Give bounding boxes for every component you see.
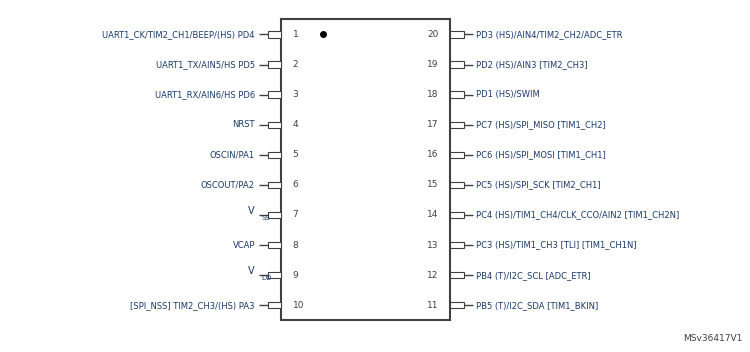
Bar <box>268 61 281 68</box>
Text: 4: 4 <box>292 120 298 129</box>
Text: V: V <box>248 266 255 276</box>
Bar <box>281 19 450 320</box>
Text: 7: 7 <box>292 210 298 220</box>
Text: UART1_RX/AIN6/HS PD6: UART1_RX/AIN6/HS PD6 <box>154 90 255 99</box>
Text: 1: 1 <box>292 30 298 39</box>
Text: UART1_CK/TIM2_CH1/BEEP/(HS) PD4: UART1_CK/TIM2_CH1/BEEP/(HS) PD4 <box>103 30 255 39</box>
Text: DD: DD <box>261 275 272 281</box>
Bar <box>450 182 464 188</box>
Bar <box>268 92 281 98</box>
Text: SS: SS <box>261 215 270 221</box>
Text: [SPI_NSS] TIM2_CH3/(HS) PA3: [SPI_NSS] TIM2_CH3/(HS) PA3 <box>130 301 255 310</box>
Bar <box>450 121 464 128</box>
Text: PD2 (HS)/AIN3 [TIM2_CH3]: PD2 (HS)/AIN3 [TIM2_CH3] <box>476 60 588 69</box>
Bar <box>268 212 281 218</box>
Bar <box>450 92 464 98</box>
Bar <box>450 212 464 218</box>
Text: PC6 (HS)/SPI_MOSI [TIM1_CH1]: PC6 (HS)/SPI_MOSI [TIM1_CH1] <box>476 150 606 159</box>
Text: 16: 16 <box>427 150 439 159</box>
Text: 17: 17 <box>427 120 439 129</box>
Text: 20: 20 <box>427 30 439 39</box>
Bar <box>450 302 464 308</box>
Bar <box>268 302 281 308</box>
Bar <box>268 242 281 248</box>
Text: 14: 14 <box>427 210 439 220</box>
Text: 8: 8 <box>292 240 298 250</box>
Text: OSCOUT/PA2: OSCOUT/PA2 <box>201 180 255 189</box>
Text: 15: 15 <box>427 180 439 189</box>
Text: 13: 13 <box>427 240 439 250</box>
Bar <box>268 152 281 158</box>
Text: 18: 18 <box>427 90 439 99</box>
Text: 2: 2 <box>292 60 298 69</box>
Bar <box>268 31 281 38</box>
Text: PB4 (T)/I2C_SCL [ADC_ETR]: PB4 (T)/I2C_SCL [ADC_ETR] <box>476 271 591 280</box>
Bar <box>450 61 464 68</box>
Bar <box>268 272 281 278</box>
Text: 9: 9 <box>292 271 298 280</box>
Text: PB5 (T)/I2C_SDA [TIM1_BKIN]: PB5 (T)/I2C_SDA [TIM1_BKIN] <box>476 301 598 310</box>
Text: PD1 (HS)/SWIM: PD1 (HS)/SWIM <box>476 90 540 99</box>
Text: MSv36417V1: MSv36417V1 <box>683 334 742 344</box>
Bar <box>268 121 281 128</box>
Text: PC5 (HS)/SPI_SCK [TIM2_CH1]: PC5 (HS)/SPI_SCK [TIM2_CH1] <box>476 180 601 189</box>
Text: 3: 3 <box>292 90 298 99</box>
Bar <box>450 242 464 248</box>
Text: 11: 11 <box>427 301 439 310</box>
Bar <box>268 182 281 188</box>
Text: OSCIN/PA1: OSCIN/PA1 <box>210 150 255 159</box>
Text: 10: 10 <box>292 301 304 310</box>
Text: UART1_TX/AIN5/HS PD5: UART1_TX/AIN5/HS PD5 <box>156 60 255 69</box>
Text: 12: 12 <box>427 271 439 280</box>
Bar <box>450 152 464 158</box>
Text: 6: 6 <box>292 180 298 189</box>
Text: PD3 (HS)/AIN4/TIM2_CH2/ADC_ETR: PD3 (HS)/AIN4/TIM2_CH2/ADC_ETR <box>476 30 622 39</box>
Text: NRST: NRST <box>232 120 255 129</box>
Text: PC7 (HS)/SPI_MISO [TIM1_CH2]: PC7 (HS)/SPI_MISO [TIM1_CH2] <box>476 120 606 129</box>
Text: PC3 (HS)/TIM1_CH3 [TLI] [TIM1_CH1N]: PC3 (HS)/TIM1_CH3 [TLI] [TIM1_CH1N] <box>476 240 637 250</box>
Bar <box>450 31 464 38</box>
Text: V: V <box>248 206 255 216</box>
Text: VCAP: VCAP <box>232 240 255 250</box>
Bar <box>450 272 464 278</box>
Text: PC4 (HS)/TIM1_CH4/CLK_CCO/AIN2 [TIM1_CH2N]: PC4 (HS)/TIM1_CH4/CLK_CCO/AIN2 [TIM1_CH2… <box>476 210 680 220</box>
Text: 19: 19 <box>427 60 439 69</box>
Text: 5: 5 <box>292 150 298 159</box>
